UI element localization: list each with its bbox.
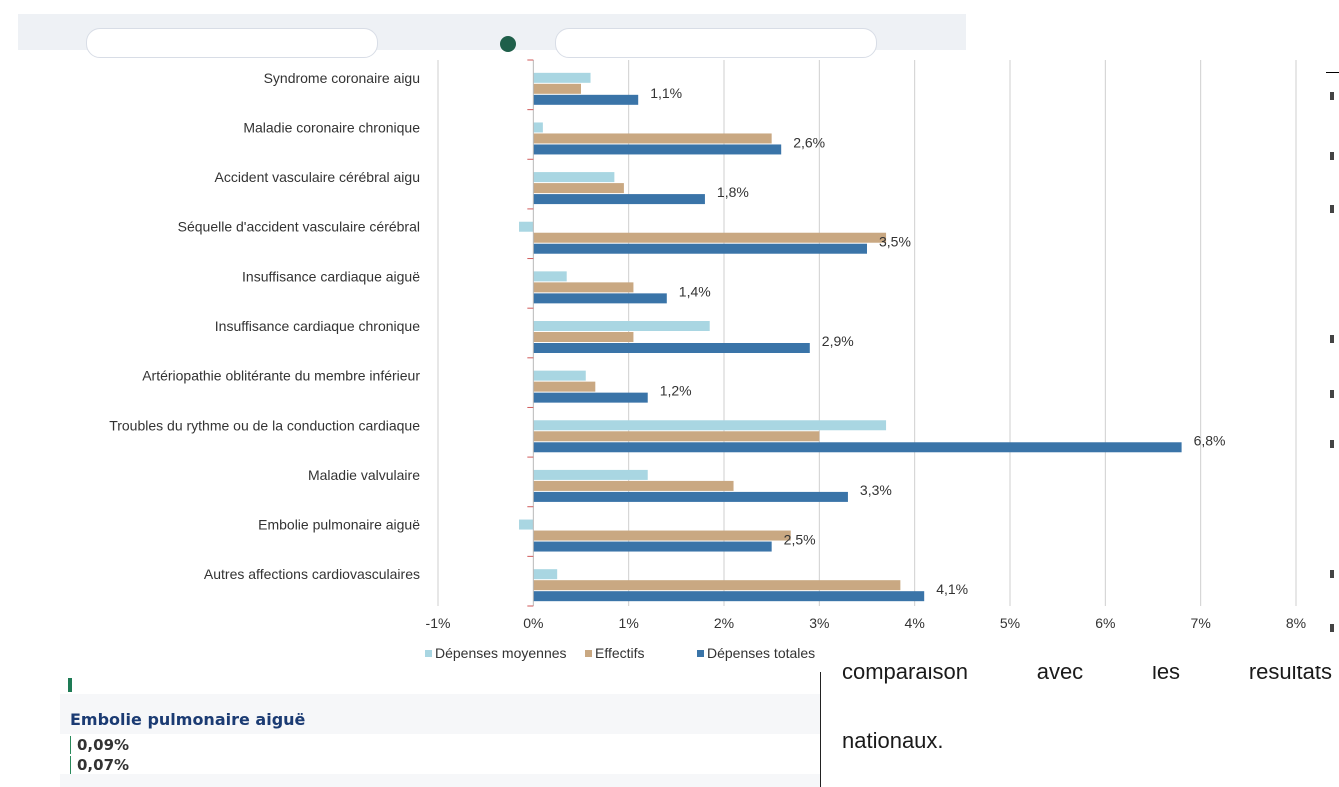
- legend-label: Effectifs: [595, 645, 645, 661]
- bar-headcount: [533, 580, 901, 591]
- data-label: 4,1%: [936, 581, 968, 597]
- bar-headcount: [533, 332, 634, 342]
- value-tick: [68, 678, 72, 692]
- data-label: 2,9%: [822, 333, 854, 349]
- x-tick-label: 5%: [1000, 615, 1020, 631]
- data-label: 1,2%: [660, 383, 692, 399]
- body-word: avec: [1036, 666, 1084, 684]
- bar-total-spend: [533, 343, 810, 353]
- x-tick-label: 2%: [714, 615, 734, 631]
- bar-headcount: [533, 133, 772, 144]
- panel-divider: [820, 672, 821, 787]
- bar-headcount: [533, 83, 581, 94]
- bar-headcount: [533, 530, 791, 541]
- x-tick-label: 1%: [619, 615, 639, 631]
- info-panel: Embolie pulmonaire aiguë 0,09% 0,07%: [60, 672, 820, 787]
- data-label: 1,8%: [717, 184, 749, 200]
- bar-total-spend: [533, 392, 648, 403]
- bar-total-spend: [533, 491, 848, 502]
- category-label: Embolie pulmonaire aiguë: [258, 517, 420, 533]
- bar-avg-spend: [533, 469, 648, 480]
- data-label: 1,4%: [679, 283, 711, 299]
- body-word: les: [1151, 666, 1181, 684]
- category-label: Maladie coronaire chronique: [243, 119, 420, 135]
- panel-row-cut: [60, 672, 820, 694]
- body-word: comparaison: [842, 666, 968, 684]
- category-label: Maladie valvulaire: [308, 467, 420, 483]
- bar-total-spend: [533, 591, 925, 602]
- data-label: 6,8%: [1194, 432, 1226, 448]
- bar-total-spend: [533, 144, 782, 155]
- bar-avg-spend: [533, 271, 567, 282]
- bar-headcount: [533, 183, 624, 194]
- bar-avg-spend: [533, 72, 591, 83]
- right-edge-rule: [1326, 72, 1339, 73]
- bar-headcount: [533, 431, 820, 442]
- category-label: Insuffisance cardiaque chronique: [215, 318, 420, 334]
- category-label: Séquelle d'accident vasculaire cérébral: [178, 219, 420, 235]
- bar-avg-spend: [533, 569, 558, 580]
- category-label: Autres affections cardiovasculaires: [204, 566, 420, 582]
- bar-headcount: [533, 282, 634, 293]
- legend-swatch: [697, 650, 704, 657]
- category-label: Insuffisance cardiaque aiguë: [242, 268, 420, 284]
- bar-total-spend: [533, 243, 867, 254]
- x-tick-label: 8%: [1286, 615, 1306, 631]
- bar-headcount: [533, 480, 734, 491]
- panel-value-1: 0,09%: [70, 736, 129, 754]
- x-tick-label: -1%: [426, 615, 451, 631]
- legend-label: Dépenses moyennes: [435, 645, 567, 661]
- category-label: Artériopathie oblitérante du membre infé…: [142, 368, 420, 384]
- x-tick-label: 0%: [523, 615, 543, 631]
- background-pill: [86, 28, 378, 58]
- x-tick-label: 4%: [905, 615, 925, 631]
- panel-values-band: [60, 734, 820, 774]
- x-tick-label: 3%: [809, 615, 829, 631]
- bar-headcount: [533, 232, 887, 243]
- category-label: Syndrome coronaire aigu: [264, 70, 420, 86]
- bar-avg-spend: [519, 519, 534, 530]
- data-label: 1,1%: [650, 85, 682, 101]
- bar-avg-spend: [533, 370, 586, 381]
- data-label: 3,5%: [879, 234, 911, 250]
- bar-total-spend: [533, 194, 705, 205]
- bar-avg-spend: [533, 321, 710, 331]
- data-label: 2,6%: [793, 134, 825, 150]
- status-dot-icon: [500, 36, 516, 52]
- bar-avg-spend: [533, 172, 615, 183]
- data-label: 3,3%: [860, 482, 892, 498]
- body-word: résultats: [1248, 666, 1332, 684]
- panel-title: Embolie pulmonaire aiguë: [70, 710, 306, 729]
- legend-swatch: [425, 650, 432, 657]
- body-text-line-2: nationaux.: [842, 728, 944, 753]
- x-tick-label: 6%: [1095, 615, 1115, 631]
- bar-avg-spend: [533, 420, 887, 431]
- bar-total-spend: [533, 94, 639, 105]
- bar-total-spend: [533, 442, 1182, 453]
- background-search-pill: [555, 28, 877, 58]
- bar-total-spend: [533, 293, 667, 304]
- bar-chart: 1,1% Syndrome coronaire aigu 2,6% Maladie c…: [109, 59, 1306, 661]
- bar-avg-spend: [519, 221, 534, 232]
- x-tick-label: 7%: [1191, 615, 1211, 631]
- category-label: Troubles du rythme ou de la conduction c…: [109, 417, 420, 433]
- body-text-line-1: comparaison avec les résultats: [842, 666, 1332, 690]
- category-label: Accident vasculaire cérébral aigu: [215, 169, 420, 185]
- data-label: 2,5%: [784, 532, 816, 548]
- bar-headcount: [533, 381, 596, 392]
- legend-label: Dépenses totales: [707, 645, 815, 661]
- bar-total-spend: [533, 541, 772, 552]
- legend-swatch: [585, 650, 592, 657]
- bar-avg-spend: [533, 122, 543, 133]
- panel-value-2: 0,07%: [70, 756, 129, 774]
